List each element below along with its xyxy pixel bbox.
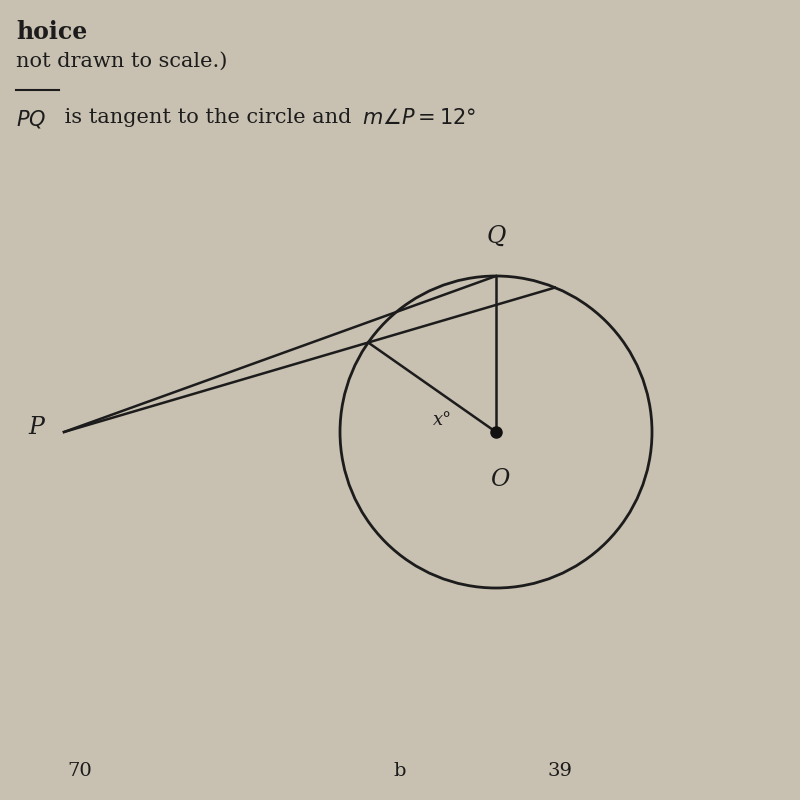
Text: 70: 70	[68, 762, 92, 780]
Text: x°: x°	[433, 411, 452, 429]
Text: Q: Q	[486, 225, 506, 248]
Text: $\mathit{PQ}$: $\mathit{PQ}$	[16, 108, 46, 130]
Text: P: P	[28, 417, 44, 439]
Text: 39: 39	[547, 762, 573, 780]
Text: b: b	[394, 762, 406, 780]
Text: $m\angle P = 12°$: $m\angle P = 12°$	[362, 108, 477, 128]
Text: not drawn to scale.): not drawn to scale.)	[16, 52, 227, 71]
Text: is tangent to the circle and: is tangent to the circle and	[58, 108, 358, 127]
Text: hoice: hoice	[16, 20, 87, 44]
Text: O: O	[490, 468, 510, 491]
